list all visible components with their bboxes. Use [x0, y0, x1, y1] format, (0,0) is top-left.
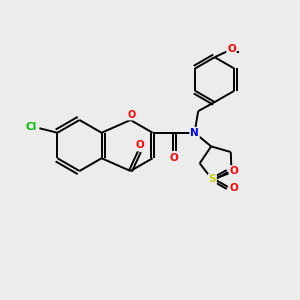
Text: O: O: [170, 153, 178, 163]
Text: Cl: Cl: [26, 122, 37, 132]
Text: O: O: [135, 140, 144, 151]
Text: S: S: [208, 175, 216, 184]
Text: O: O: [128, 110, 136, 120]
Text: O: O: [230, 166, 238, 176]
Text: N: N: [190, 128, 199, 138]
Text: O: O: [230, 183, 238, 193]
Text: O: O: [227, 44, 236, 54]
